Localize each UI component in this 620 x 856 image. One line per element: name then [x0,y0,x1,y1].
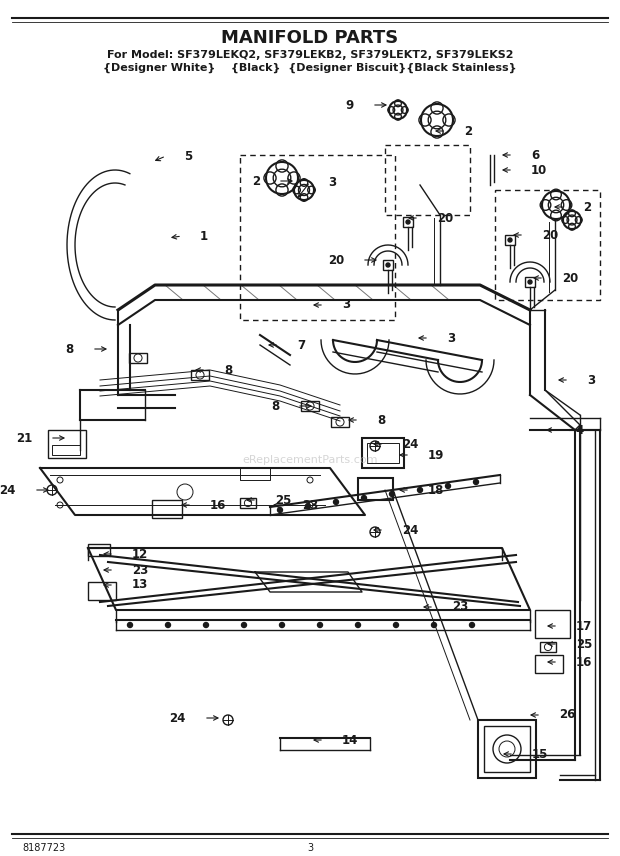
Text: 3: 3 [447,331,455,344]
Text: 8187723: 8187723 [22,843,65,853]
Circle shape [166,622,171,627]
Text: 15: 15 [532,747,548,760]
Bar [403,217,413,227]
Bar [540,642,556,651]
Text: 18: 18 [428,484,445,496]
Text: 2: 2 [252,175,260,187]
Text: 26: 26 [559,709,575,722]
Text: 19: 19 [428,449,445,461]
Text: 3: 3 [342,299,350,312]
Circle shape [508,238,512,242]
Text: 23: 23 [302,498,318,512]
Bar [240,498,256,508]
Text: 20: 20 [328,253,344,266]
Text: 3: 3 [328,175,336,188]
Text: 8: 8 [224,364,232,377]
Text: MANIFOLD PARTS: MANIFOLD PARTS [221,29,399,47]
Bar [88,544,110,556]
Text: 7: 7 [297,338,305,352]
Text: 8: 8 [66,342,74,355]
Circle shape [334,500,339,504]
Text: 14: 14 [342,734,358,746]
Text: 24: 24 [402,524,418,537]
Text: 24: 24 [402,437,418,450]
Bar [191,370,209,380]
Circle shape [203,622,208,627]
Text: 24: 24 [0,484,16,496]
Bar [525,277,535,287]
Bar [48,430,86,458]
Circle shape [355,622,360,627]
Text: 23: 23 [452,601,468,614]
Bar [535,655,563,673]
Bar [152,500,182,518]
Circle shape [306,503,311,508]
Circle shape [417,488,422,492]
Text: 3: 3 [587,373,595,387]
Text: 17: 17 [576,620,592,633]
Circle shape [528,280,532,284]
Text: eReplacementParts.com: eReplacementParts.com [242,455,378,465]
Text: 9: 9 [346,98,354,111]
Text: 8: 8 [377,413,385,426]
Text: For Model: SF379LEKQ2, SF379LEKB2, SF379LEKT2, SF379LEKS2: For Model: SF379LEKQ2, SF379LEKB2, SF379… [107,50,513,60]
Circle shape [394,622,399,627]
Circle shape [474,479,479,484]
Text: 8: 8 [271,400,279,413]
Circle shape [280,622,285,627]
Bar [362,438,404,468]
Text: 13: 13 [132,579,148,591]
Text: 2: 2 [464,124,472,138]
Text: 16: 16 [210,498,226,512]
Bar [478,720,536,778]
Text: 23: 23 [132,563,148,576]
Text: 20: 20 [562,271,578,284]
Bar [129,353,147,364]
Text: 10: 10 [531,163,547,176]
Text: 1: 1 [200,229,208,242]
Text: 20: 20 [542,229,558,241]
Bar [52,445,80,455]
Circle shape [361,496,366,501]
Text: 24: 24 [170,711,186,724]
Text: 3: 3 [307,843,313,853]
Text: 2: 2 [583,200,591,213]
Text: 16: 16 [576,656,592,669]
Text: 6: 6 [531,148,539,162]
Circle shape [242,622,247,627]
Circle shape [278,508,283,513]
Circle shape [406,220,410,224]
Text: 4: 4 [575,424,583,437]
Circle shape [432,622,436,627]
Circle shape [389,491,394,496]
Text: {Designer White}    {Black}  {Designer Biscuit}{Black Stainless}: {Designer White} {Black} {Designer Biscu… [103,62,517,73]
Circle shape [446,484,451,489]
Text: 21: 21 [16,431,32,444]
Circle shape [469,622,474,627]
Text: 5: 5 [184,150,192,163]
Bar [484,726,530,772]
Bar [358,478,393,500]
Bar [301,401,319,412]
Bar [88,582,116,600]
Bar [535,610,570,638]
Text: 20: 20 [437,211,453,224]
Bar [331,417,349,427]
Circle shape [386,263,390,267]
Text: 12: 12 [132,548,148,561]
Bar [505,235,515,245]
Circle shape [317,622,322,627]
Bar [367,443,399,463]
Circle shape [128,622,133,627]
Text: 25: 25 [275,494,291,507]
Text: 25: 25 [576,638,592,651]
Bar [383,260,393,270]
